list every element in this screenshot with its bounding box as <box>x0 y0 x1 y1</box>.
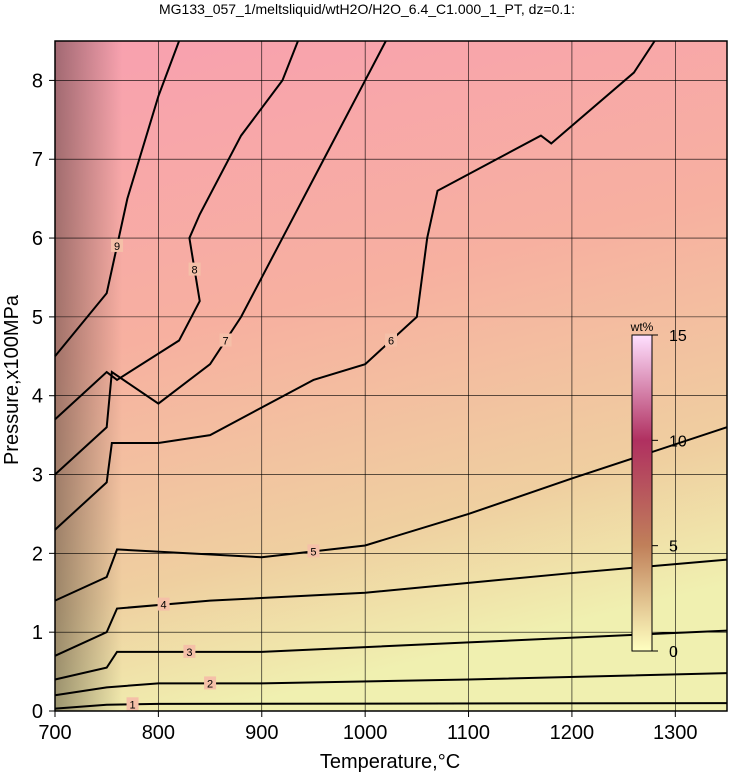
x-tick-label: 1300 <box>653 722 698 744</box>
colorbar <box>631 334 653 652</box>
colorbar-label: wt% <box>630 320 654 334</box>
contour-label: 6 <box>388 336 394 348</box>
y-tick-label: 4 <box>32 386 43 408</box>
contour-label: 5 <box>310 546 316 558</box>
y-tick-label: 7 <box>32 149 43 171</box>
y-tick-label: 3 <box>32 465 43 487</box>
contour-label: 9 <box>114 241 120 253</box>
chart-title: MG133_057_1/meltsliquid/wtH2O/H2O_6.4_C1… <box>159 1 575 17</box>
x-tick-label: 1200 <box>550 722 595 744</box>
colorbar-tick-label: 5 <box>669 539 678 556</box>
y-tick-label: 8 <box>32 70 43 92</box>
contour-label: 7 <box>223 336 229 348</box>
contour-label-bg <box>385 333 397 347</box>
y-tick-label: 5 <box>32 307 43 329</box>
y-tick-label: 0 <box>32 701 43 723</box>
contour-label: 4 <box>160 600 166 612</box>
contour-label: 8 <box>192 265 198 277</box>
contour-label-bg <box>111 238 124 252</box>
contour-label: 1 <box>129 699 135 711</box>
x-tick-label: 1000 <box>343 722 388 744</box>
y-tick-label: 6 <box>32 228 43 250</box>
contour-label-bg <box>157 597 170 611</box>
y-tick-label: 1 <box>32 622 43 644</box>
x-tick-label: 700 <box>38 722 71 744</box>
contour-label-bg <box>183 644 196 658</box>
colorbar-tick-label: 15 <box>669 328 687 345</box>
contour-line <box>54 558 728 657</box>
contour-label-bg <box>126 697 139 711</box>
contour-label-bg <box>219 333 232 347</box>
x-tick-label: 900 <box>245 722 278 744</box>
contour-label: 3 <box>186 647 192 659</box>
y-axis-label: Pressure,x100MPa <box>1 294 23 465</box>
contour-label-bg <box>188 262 201 276</box>
contour-label: 2 <box>207 678 213 690</box>
plot-frame <box>54 40 728 712</box>
contour-label-bg <box>204 676 217 690</box>
y-tick-label: 2 <box>32 543 43 565</box>
contour-line <box>54 40 180 357</box>
plot-shade <box>55 41 727 711</box>
colorbar-tick-label: 10 <box>669 433 687 450</box>
contour-label-bg <box>307 544 320 558</box>
x-axis-label: Temperature,°C <box>320 751 460 773</box>
x-tick-label: 800 <box>142 722 175 744</box>
colorbar-tick-label: 0 <box>669 644 678 661</box>
x-tick-label: 1100 <box>447 722 490 744</box>
